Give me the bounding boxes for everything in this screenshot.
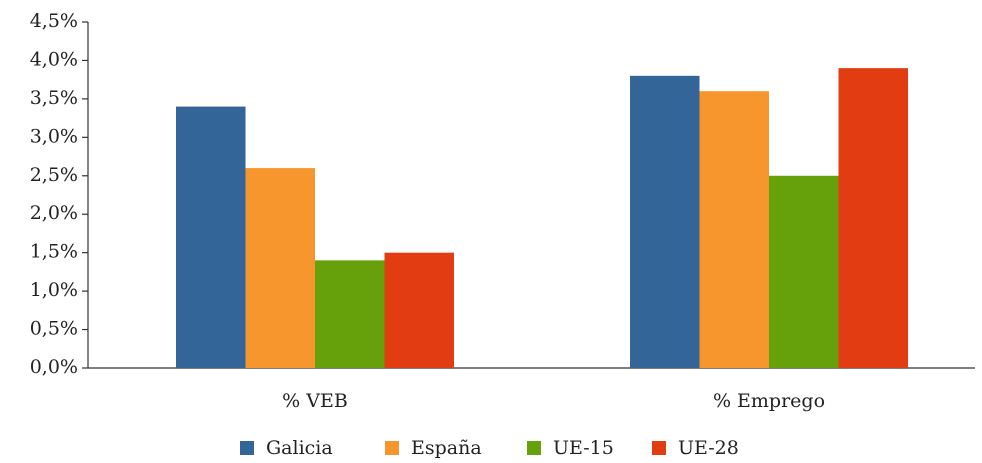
legend-label: España <box>411 437 482 459</box>
bar <box>769 175 839 368</box>
y-tick-label: 1,5% <box>30 241 78 263</box>
legend-swatch <box>652 441 666 455</box>
y-tick-label: 0,0% <box>30 356 78 378</box>
legend-swatch <box>385 441 399 455</box>
bar <box>838 68 908 368</box>
bar <box>245 168 315 368</box>
bar <box>699 91 769 368</box>
y-tick-label: 2,5% <box>30 164 78 186</box>
y-tick-label: 3,0% <box>30 125 78 147</box>
bar <box>315 260 385 368</box>
y-tick-label: 0,5% <box>30 318 78 340</box>
x-tick-label: % VEB <box>282 390 348 412</box>
legend-swatch <box>240 441 254 455</box>
y-tick-label: 4,5% <box>30 10 78 32</box>
legend-label: UE-15 <box>553 437 614 459</box>
bar <box>176 106 246 369</box>
bar <box>384 252 454 368</box>
y-tick-label: 1,0% <box>30 279 78 301</box>
bar <box>630 75 700 369</box>
y-tick-label: 2,0% <box>30 202 78 224</box>
x-tick-label: % Emprego <box>713 390 825 412</box>
y-tick-label: 3,5% <box>30 87 78 109</box>
legend-label: UE-28 <box>678 437 739 459</box>
legend-swatch <box>527 441 541 455</box>
y-tick-label: 4,0% <box>30 48 78 70</box>
legend-label: Galicia <box>266 437 333 459</box>
